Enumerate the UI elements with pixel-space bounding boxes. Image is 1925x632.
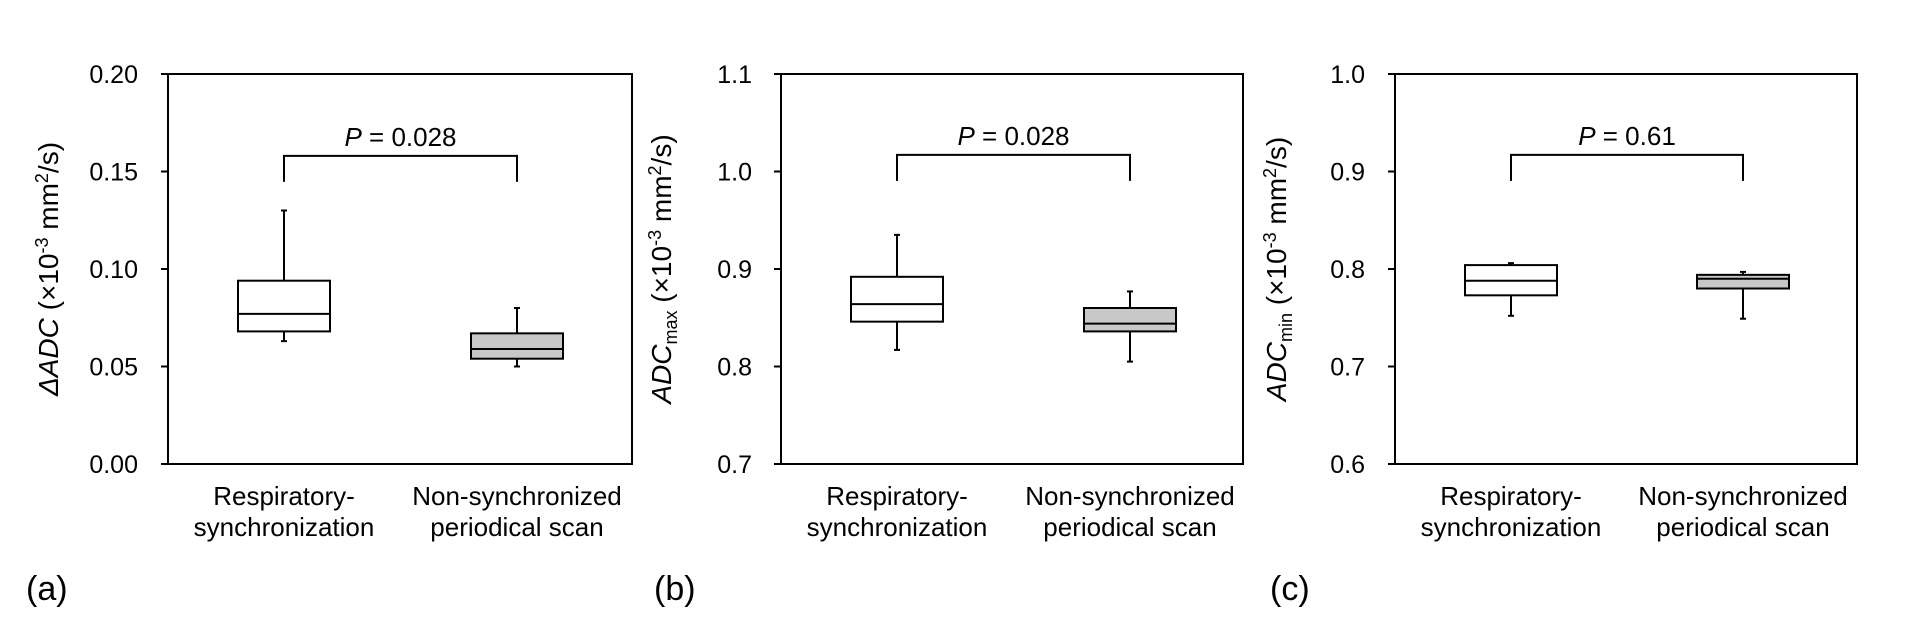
- p-value-number: = 0.028: [975, 121, 1070, 151]
- p-value-label: P = 0.61: [1578, 121, 1676, 151]
- panel-label: (c): [1270, 570, 1310, 608]
- x-category-label-line: synchronization: [194, 512, 375, 542]
- y-axis-label: ΔADC (×10-3 mm2/s): [32, 142, 64, 397]
- y-tick-label: 0.00: [89, 451, 138, 479]
- p-value-label: P = 0.028: [344, 122, 456, 152]
- y-axis-label-subscript: min: [1276, 313, 1296, 342]
- y-axis-label-unit: /s): [1261, 137, 1292, 168]
- chart-panel-3: 0.6 0.7 0.8 0.9 1.0 ADCmin (×10-3 mm2/s) Respi…: [1260, 61, 1858, 608]
- chart-panel-1: 0.00 0.05 0.10 0.15 0.20 ΔADC (×10-3 mm2/s) Re…: [26, 61, 633, 608]
- x-category-label: Respiratory-synchronization: [807, 481, 988, 542]
- chart-panel-2: 0.7 0.8 0.9 1.0 1.1 ADCmax (×10-3 mm2/s) Respi…: [645, 61, 1244, 608]
- x-category-label-line: synchronization: [1421, 512, 1602, 542]
- y-axis-label-exponent: -3: [32, 238, 52, 254]
- y-tick-label: 0.15: [89, 159, 138, 187]
- significance-bracket: [1510, 153, 1744, 181]
- y-axis-label-unit: (×10: [1261, 248, 1292, 313]
- box-iqr: [237, 279, 331, 333]
- y-axis-label-unit: /s): [646, 134, 677, 165]
- x-category-label-line: Respiratory-: [1440, 481, 1582, 511]
- y-axis-label-exponent: 2: [645, 165, 665, 175]
- y-tick-label: 1.0: [1330, 61, 1365, 89]
- y-axis-label: ADCmax (×10-3 mm2/s): [645, 134, 681, 405]
- x-category-label: Respiratory-synchronization: [1421, 481, 1602, 542]
- y-tick-label: 0.05: [89, 354, 138, 382]
- x-category-label-line: synchronization: [807, 512, 988, 542]
- y-axis-label-unit: mm: [33, 183, 64, 237]
- y-axis-label-exponent: -3: [645, 230, 665, 246]
- y-tick-label: 0.9: [717, 256, 752, 284]
- y-axis-label-unit: (×10: [646, 246, 677, 311]
- y-tick-label: 1.1: [717, 61, 752, 89]
- box-iqr: [1696, 273, 1790, 290]
- y-axis-label: ADCmin (×10-3 mm2/s): [1260, 137, 1296, 403]
- box-iqr: [850, 275, 944, 323]
- x-category-label-line: periodical scan: [430, 512, 603, 542]
- y-tick-label: 0.20: [89, 61, 138, 89]
- y-axis-label-exponent: 2: [32, 173, 52, 183]
- p-value-symbol: P: [1578, 121, 1596, 151]
- x-category-label-line: Respiratory-: [213, 481, 355, 511]
- p-value-label: P = 0.028: [957, 121, 1069, 151]
- y-axis-label-unit: mm: [1261, 178, 1292, 232]
- y-axis-label-exponent: -3: [1260, 232, 1280, 248]
- y-tick-label: 0.7: [717, 451, 752, 479]
- x-category-label-line: periodical scan: [1043, 512, 1216, 542]
- x-category-label-line: Non-synchronized: [1638, 481, 1848, 511]
- p-value-symbol: P: [957, 121, 975, 151]
- p-value-number: = 0.61: [1596, 121, 1676, 151]
- y-tick-label: 0.6: [1330, 451, 1365, 479]
- x-category-label: Non-synchronized periodical scan: [1638, 481, 1848, 542]
- x-category-label-line: Non-synchronized: [1025, 481, 1235, 511]
- p-value-symbol: P: [344, 122, 362, 152]
- y-axis-label-unit: (×10: [33, 254, 64, 319]
- y-axis-label-symbol: ADC: [646, 344, 677, 406]
- y-axis-label-symbol: ΔADC: [33, 317, 64, 397]
- y-axis-label-unit: mm: [646, 175, 677, 229]
- y-tick-label: 0.7: [1330, 354, 1365, 382]
- significance-bracket: [283, 154, 518, 182]
- y-tick-label: 0.10: [89, 256, 138, 284]
- x-category-label-line: periodical scan: [1656, 512, 1829, 542]
- x-category-label: Respiratory-synchronization: [194, 481, 375, 542]
- x-category-label-line: Respiratory-: [826, 481, 968, 511]
- y-axis-label-unit: /s): [33, 142, 64, 173]
- significance-bracket: [896, 153, 1131, 181]
- x-category-label: Non-synchronized periodical scan: [412, 481, 622, 542]
- x-category-label-line: Non-synchronized: [412, 481, 622, 511]
- x-category-label: Non-synchronized periodical scan: [1025, 481, 1235, 542]
- y-tick-label: 0.8: [717, 354, 752, 382]
- box-iqr: [1083, 307, 1177, 333]
- box-iqr: [470, 332, 564, 360]
- y-axis-label-symbol: ADC: [1261, 341, 1292, 403]
- panel-label: (b): [654, 570, 696, 608]
- panel-label: (a): [26, 570, 68, 608]
- y-tick-label: 0.9: [1330, 159, 1365, 187]
- y-axis-label-subscript: max: [661, 311, 681, 345]
- y-axis-label-exponent: 2: [1260, 168, 1280, 178]
- y-tick-label: 1.0: [717, 159, 752, 187]
- p-value-number: = 0.028: [362, 122, 457, 152]
- y-tick-label: 0.8: [1330, 256, 1365, 284]
